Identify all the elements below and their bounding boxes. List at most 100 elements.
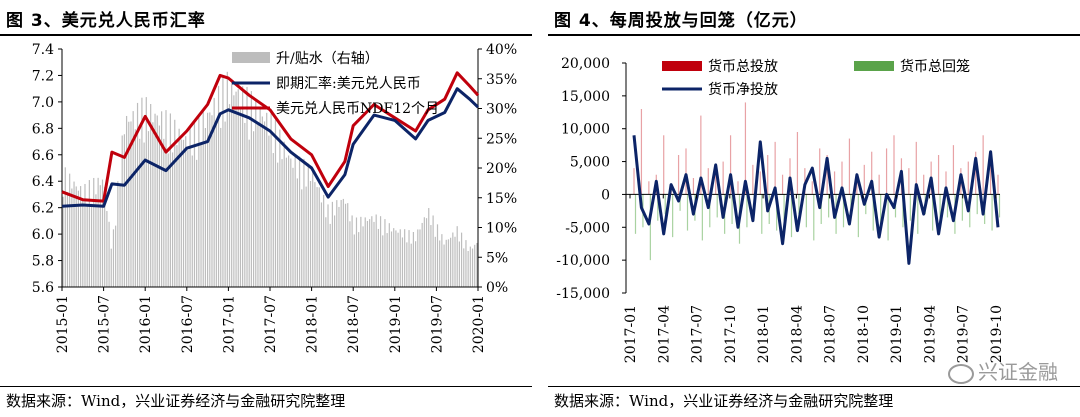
premium-bar [217,85,220,287]
premium-bar [167,153,169,287]
premium-bar [207,112,209,287]
premium-bar [397,232,399,287]
premium-bar [432,215,434,287]
watermark-text: 兴证金融 [978,360,1058,384]
y-tick-label: 0 [601,187,610,203]
withdrawal-bar [976,194,978,215]
injection-bar [692,178,695,195]
withdrawal-bar [649,194,651,261]
withdrawal-bar [798,194,800,215]
premium-bar [73,181,75,287]
injection-bar [781,174,784,195]
injection-bar [789,158,791,195]
premium-bar [388,223,390,287]
premium-bar [178,128,180,287]
premium-bar [90,203,93,287]
x-tick-label: 2019-01 [889,305,905,363]
premium-bar [182,139,185,287]
x-tick-label: 2019-04 [922,305,938,363]
premium-bar [147,131,150,287]
premium-bar [108,221,110,287]
premium-bar [244,122,246,287]
y-left-tick-label: 7.0 [32,95,54,111]
y-right-tick-label: 15% [486,191,517,207]
injection-bar [767,155,769,195]
withdrawal-bar [634,194,637,234]
premium-bar [417,229,419,287]
y-left-tick-label: 6.8 [32,121,54,137]
figure-title: 图 3、美元兑人民币汇率 [6,11,206,31]
withdrawal-bar [813,194,815,241]
premium-bar [231,78,233,287]
x-tick-label: 2016-07 [180,295,196,353]
legend-label: 货币净投放 [708,81,778,98]
watermark: 兴证金融 [948,356,1058,385]
premium-bar [369,219,371,287]
premium-bar [200,143,202,287]
injection-bar [722,161,724,195]
premium-bar [476,242,478,287]
injection-bar [707,168,709,195]
x-tick-label: 2018-07 [346,295,362,353]
y-right-tick-label: 20% [486,161,517,177]
premium-bar [82,200,84,287]
withdrawal-bar [679,194,681,211]
y-left-tick-label: 7.4 [32,42,54,58]
premium-bar [99,185,101,287]
premium-bar [193,119,196,288]
x-tick-label: 2018-10 [856,305,872,363]
title-rule [548,34,1080,36]
title-rule [0,34,532,36]
premium-bar [228,104,231,287]
premium-bar [441,234,443,287]
y-right-tick-label: 35% [486,72,517,88]
premium-bar [347,203,349,287]
x-tick-label: 2017-07 [263,295,279,353]
premium-bar [277,162,279,287]
y-right-tick-label: 40% [486,42,517,58]
premium-bar [274,119,277,287]
withdrawal-bar [842,194,845,228]
injection-bar [677,155,680,195]
premium-bar [340,199,342,287]
premium-bar [452,232,454,287]
premium-bar [360,216,362,287]
premium-bar [410,243,412,287]
injection-bar [752,164,754,195]
premium-bar [373,221,375,287]
premium-bar [255,98,257,287]
premium-bar [469,246,471,287]
premium-bar [320,202,323,287]
injection-bar [737,181,739,195]
premium-bar [222,77,224,287]
premium-bar [150,104,152,287]
premium-bar [242,86,244,287]
premium-bar [101,179,104,287]
premium-bar [204,128,207,287]
premium-bar [283,141,285,287]
withdrawal-bar [887,194,889,241]
premium-bar [213,97,215,287]
premium-bar [366,220,369,287]
premium-bar [454,236,456,287]
injection-bar [663,135,665,195]
injection-bar [967,161,969,195]
premium-bar [196,159,198,287]
premium-bar [220,127,222,287]
premium-bar [290,158,292,287]
premium-bar [460,232,463,287]
withdrawal-bar [761,194,763,234]
premium-bar [259,108,261,287]
x-tick-label: 2019-10 [989,305,1005,363]
premium-bar [261,116,263,288]
premium-bar [434,236,436,287]
premium-bar [281,159,283,287]
withdrawal-bar [686,194,689,231]
premium-bar [355,217,358,287]
premium-bar [296,178,298,287]
injection-bar [685,148,687,195]
premium-bar [406,242,408,287]
premium-bar [382,235,384,287]
source-rule [0,386,532,387]
premium-bar [344,203,347,287]
